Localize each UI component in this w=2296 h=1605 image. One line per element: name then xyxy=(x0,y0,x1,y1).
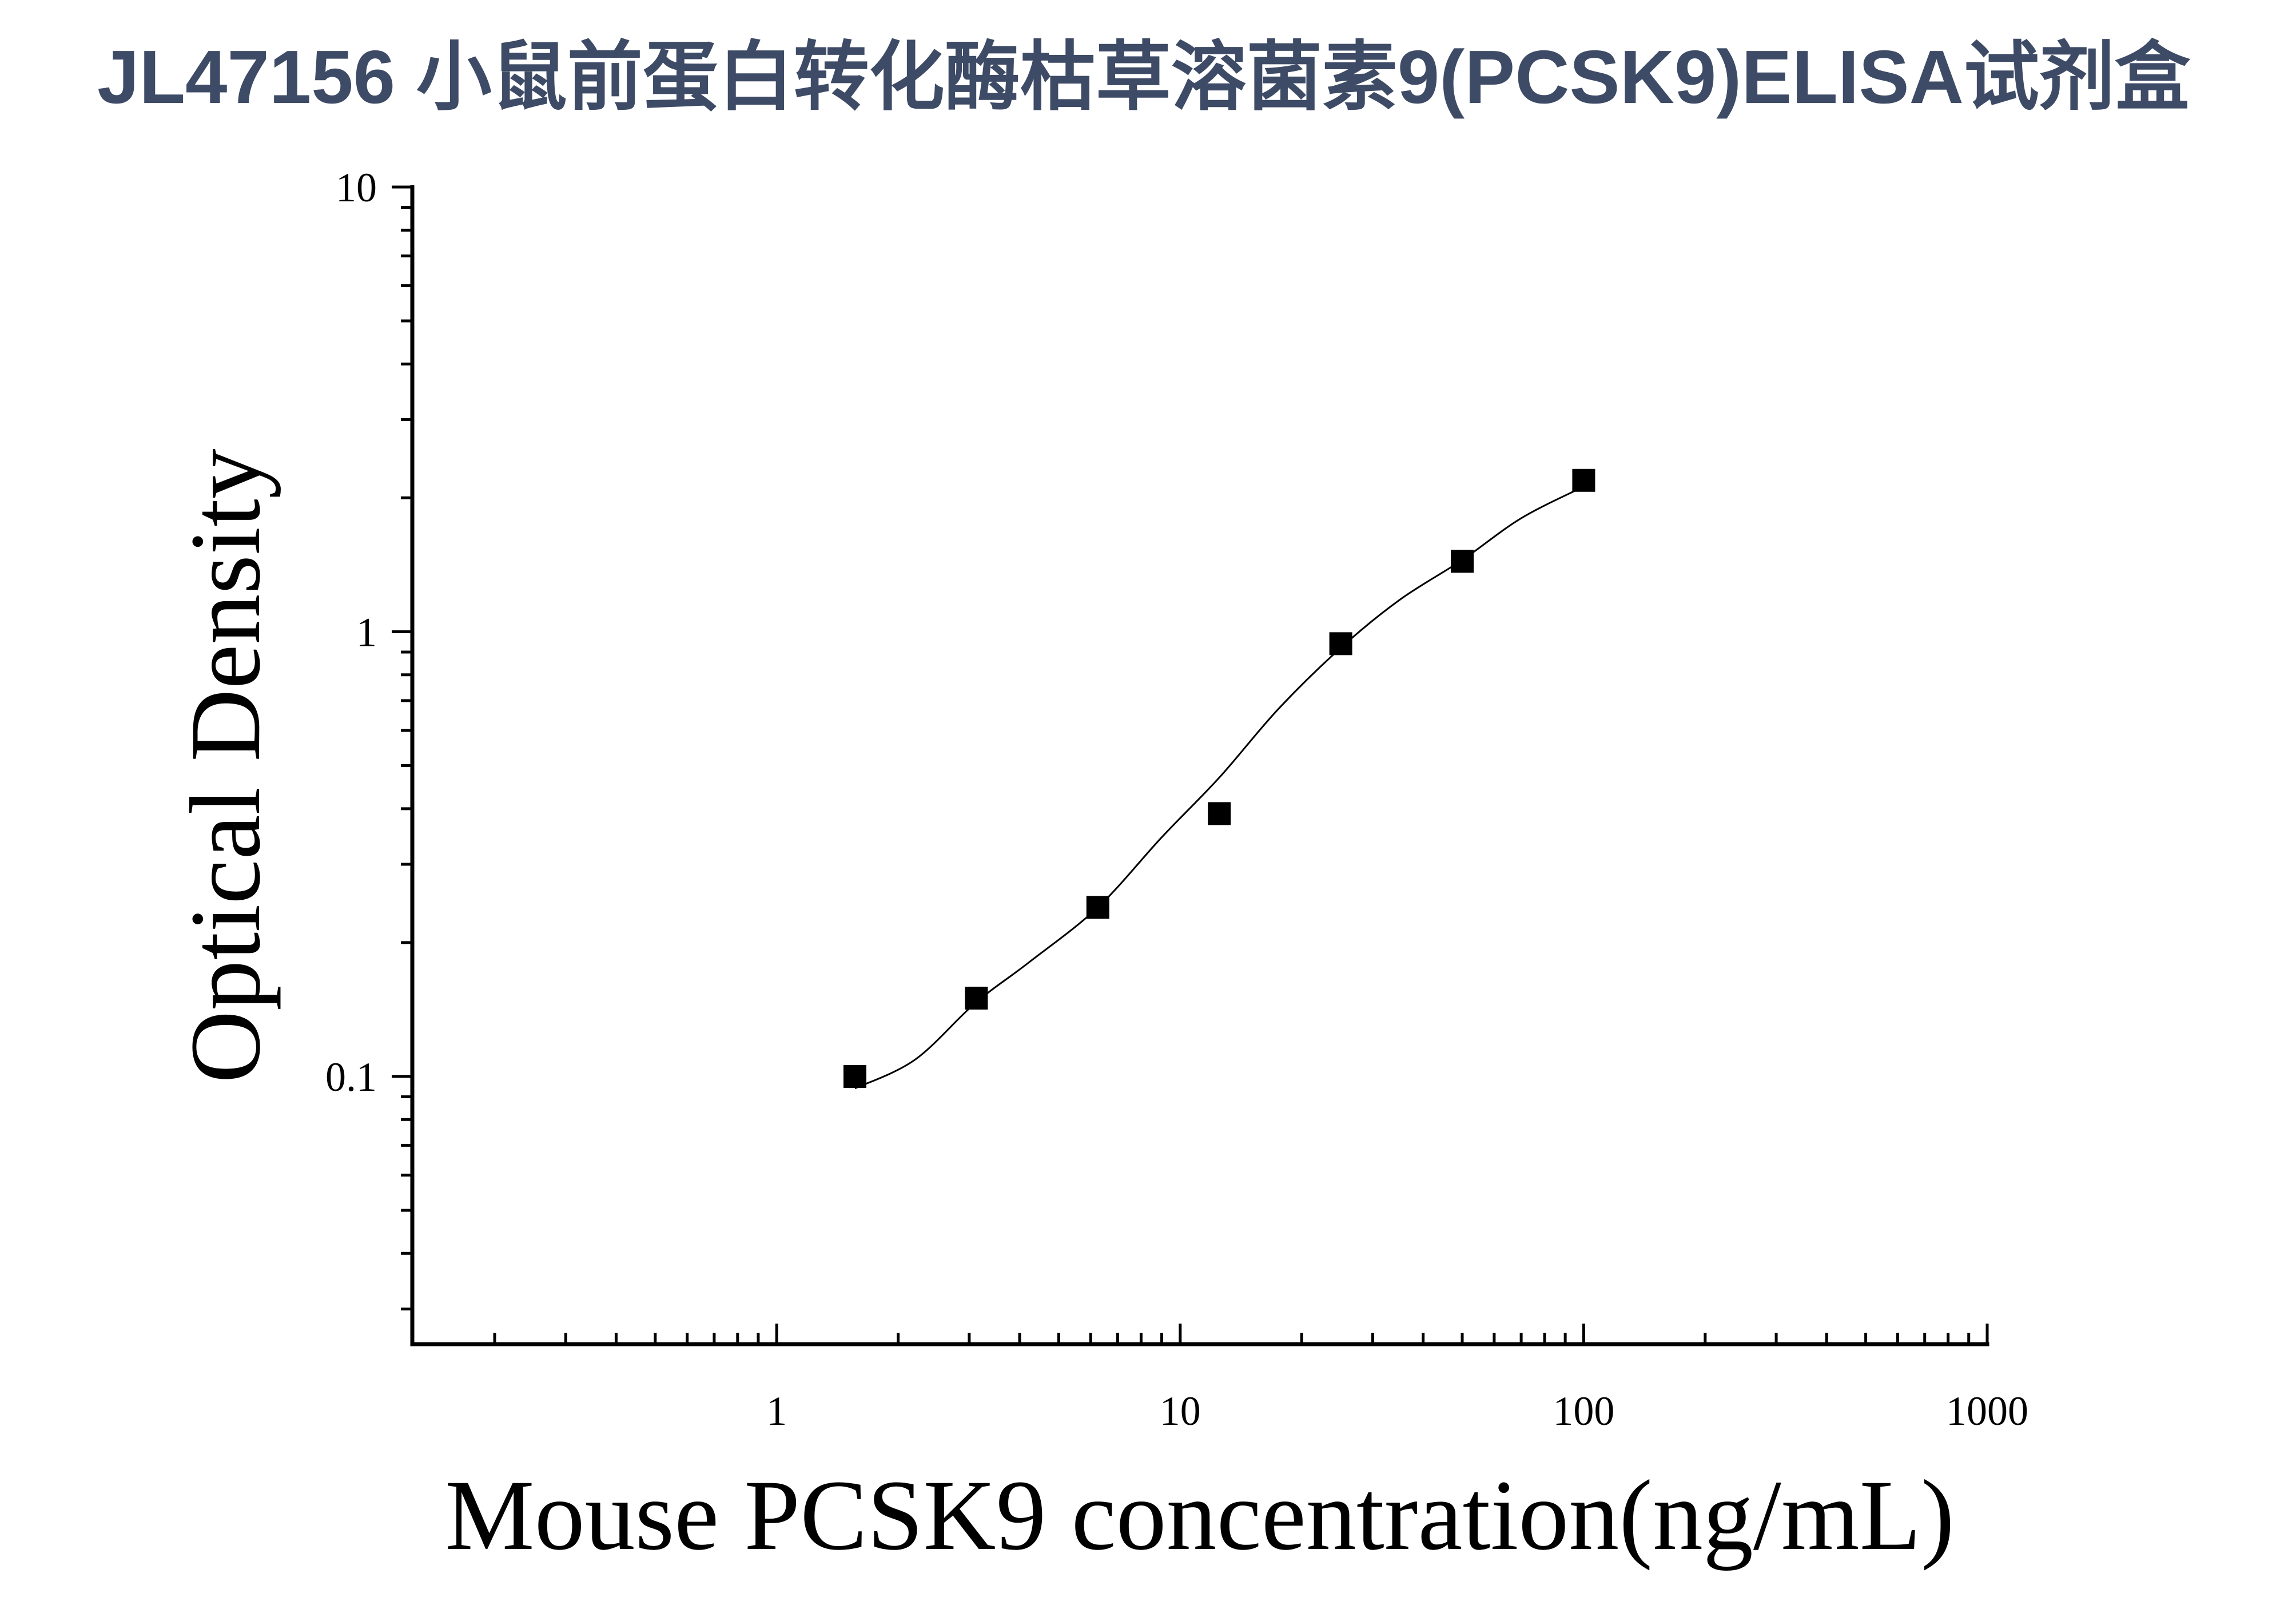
data-point xyxy=(1329,632,1352,655)
y-axis-tick-labels: 0.1 1 10 xyxy=(325,165,377,1100)
x-axis-ticks xyxy=(493,1324,1989,1344)
x-tick-label: 1000 xyxy=(1946,1388,2028,1434)
data-point xyxy=(1086,896,1109,919)
data-point xyxy=(843,1064,866,1088)
data-point xyxy=(1451,550,1474,573)
x-tick-label: 100 xyxy=(1553,1388,1614,1434)
y-tick-label: 1 xyxy=(356,609,377,655)
x-axis-tick-labels: 1 10 100 1000 xyxy=(766,1388,2028,1434)
y-axis-ticks xyxy=(392,185,412,1310)
data-points xyxy=(843,468,1595,1088)
chart-title: JL47156 小鼠前蛋白转化酶枯草溶菌素9(PCSK9)ELISA试剂盒 xyxy=(97,35,2191,119)
y-axis-title: Optical Density xyxy=(170,448,281,1083)
x-axis-title: Mouse PCSK9 concentration(ng/mL) xyxy=(445,1460,1955,1571)
y-tick-label: 0.1 xyxy=(325,1054,377,1100)
x-tick-label: 10 xyxy=(1160,1388,1201,1434)
y-tick-label: 10 xyxy=(336,165,377,210)
data-point xyxy=(1572,468,1595,492)
data-point xyxy=(1208,802,1231,825)
x-tick-label: 1 xyxy=(766,1388,787,1434)
data-point xyxy=(965,987,988,1010)
